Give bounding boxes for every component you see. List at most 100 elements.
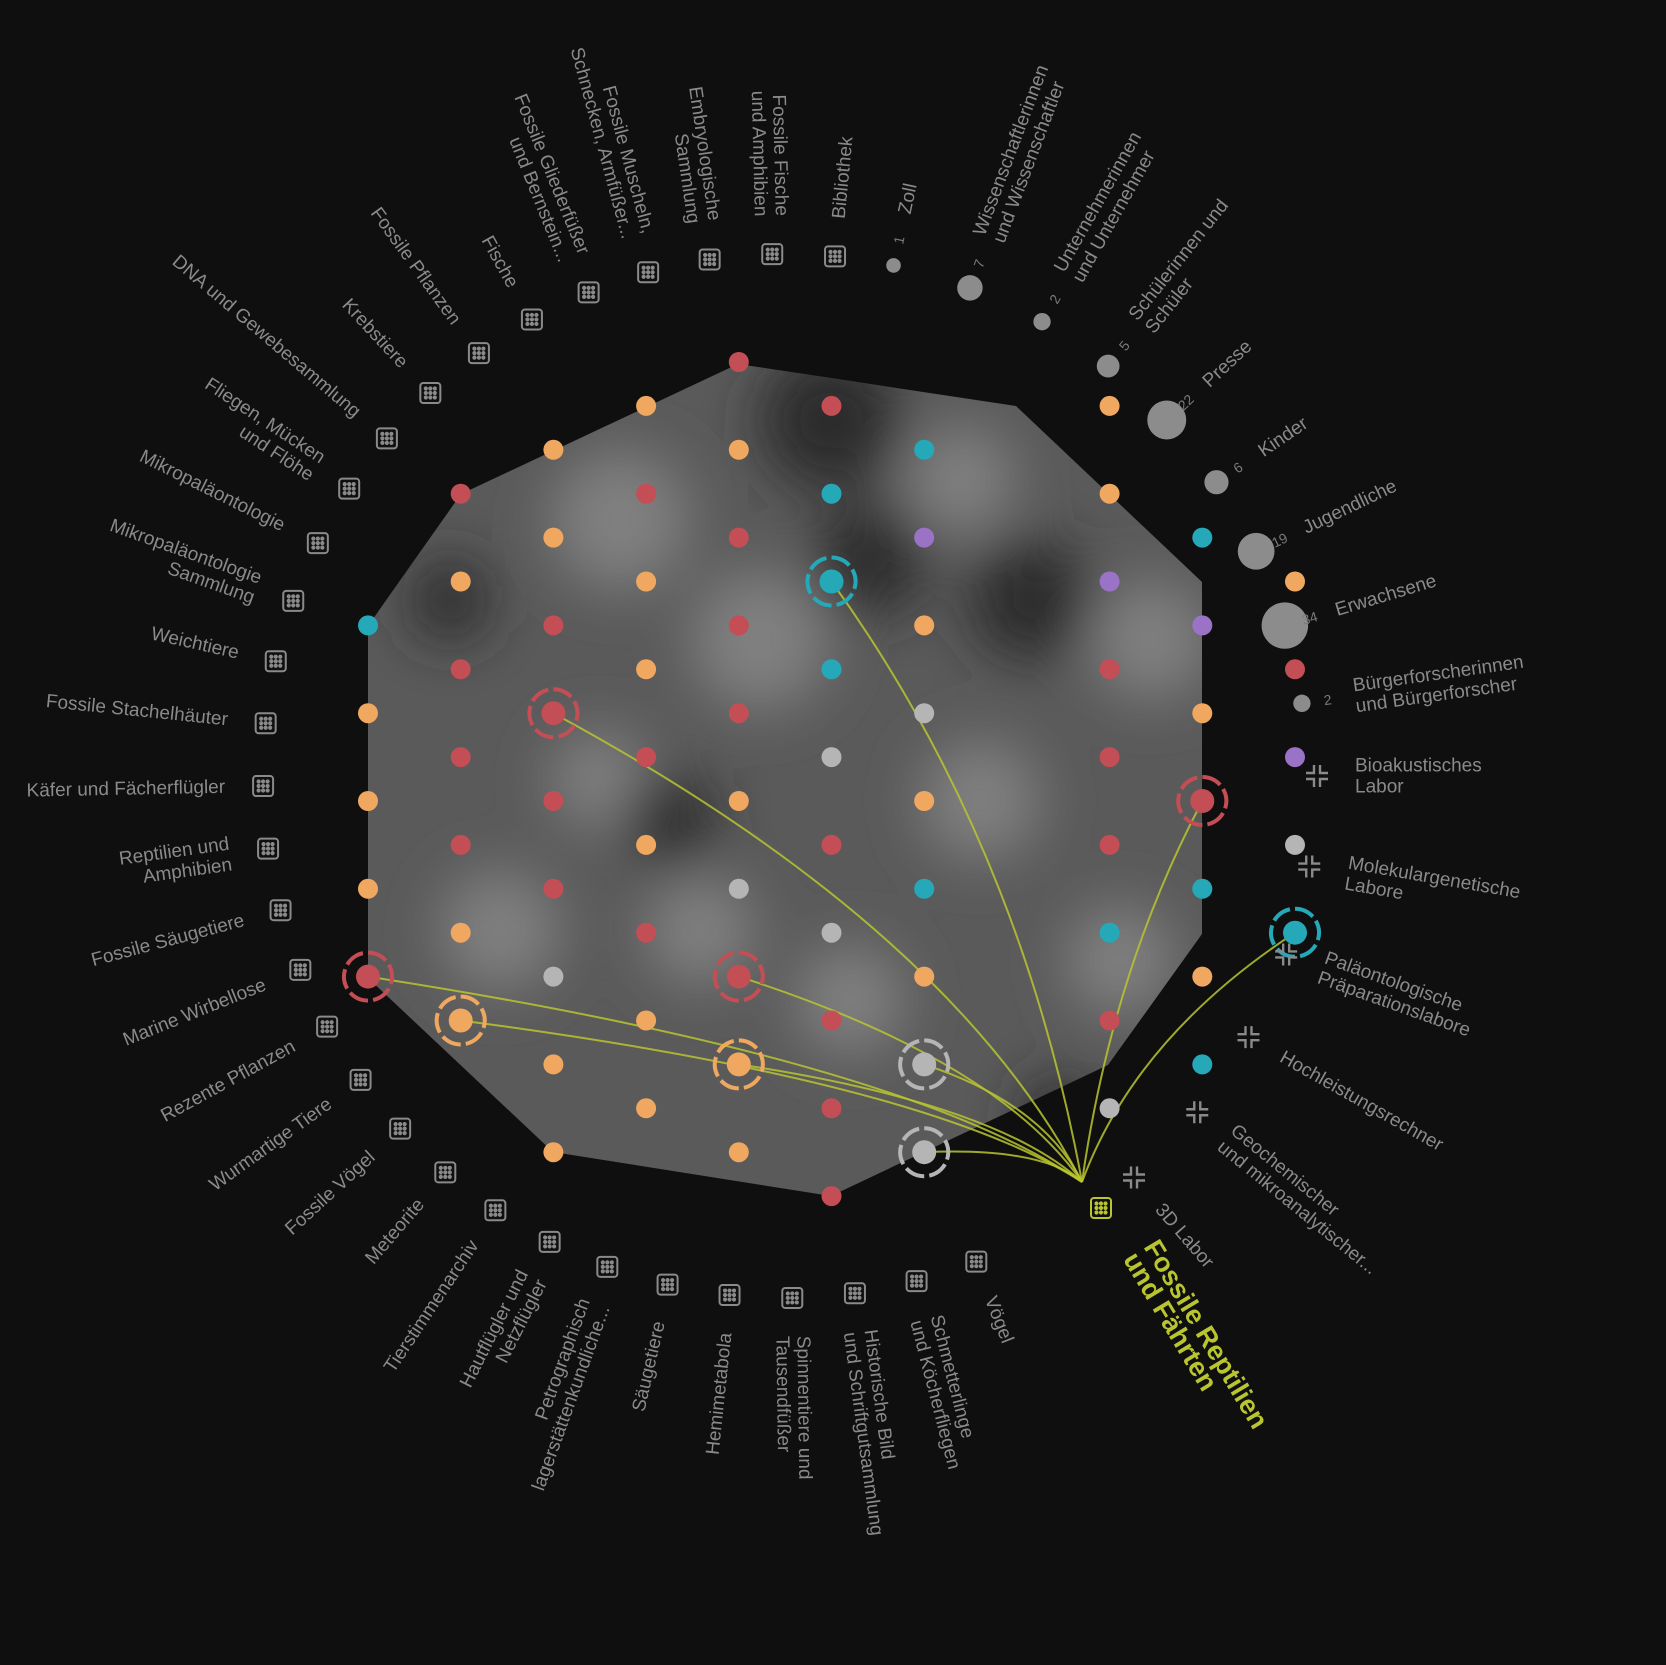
network-node[interactable] [914,703,935,724]
network-node[interactable] [728,352,749,372]
collection-item[interactable]: Säugetiere [629,1273,679,1414]
network-node[interactable] [1192,878,1213,899]
network-node[interactable] [450,659,471,680]
network-node[interactable] [543,878,564,899]
network-node[interactable] [543,615,564,636]
collection-item[interactable]: Bibliothek [824,135,858,268]
audience-item[interactable]: 2 Bürgerforscherinnenund Bürgerforscher [1293,652,1528,718]
network-node[interactable] [1099,1098,1120,1119]
network-node[interactable] [636,1010,657,1031]
collection-item[interactable]: DNA und Gewebesammlung [168,251,398,450]
collection-item[interactable]: Weichtiere [149,623,287,673]
network-node[interactable] [636,395,657,416]
network-node[interactable] [1285,659,1305,680]
network-node[interactable] [636,747,657,768]
network-node[interactable] [1099,922,1120,943]
network-node[interactable] [1099,395,1120,416]
network-node[interactable] [914,878,935,899]
network-node[interactable] [1099,747,1120,768]
network-node[interactable] [543,439,564,460]
network-node[interactable] [450,571,471,592]
network-node[interactable] [914,439,935,460]
network-node[interactable] [821,1186,842,1207]
collection-item[interactable]: Käfer und Fächerflügler [26,775,275,802]
lab-item[interactable]: PaläontologischePräparationslabore [1273,942,1480,1041]
network-node[interactable] [821,395,842,416]
collection-item[interactable]: Fossile Säugetiere [89,899,292,971]
network-node[interactable] [1099,571,1120,592]
network-node-selected[interactable] [428,988,494,1054]
lab-item[interactable]: Hochleistungsrechner [1236,1024,1447,1156]
lab-item[interactable]: Geochemischerund mikroanalytischer... [1185,1100,1394,1279]
network-node[interactable] [1099,1010,1120,1031]
collection-item[interactable]: Historische Bildund Schriftgutsammlung [839,1282,908,1537]
network-node[interactable] [1192,703,1213,724]
network-node[interactable] [358,878,378,899]
network-node[interactable] [543,966,564,987]
network-node[interactable] [1285,571,1305,592]
network-node[interactable] [728,791,749,811]
network-node[interactable] [1192,966,1213,987]
lab-item[interactable]: Bioakustisches Labor [1304,756,1482,798]
network-node[interactable] [1099,659,1120,680]
network-node[interactable] [914,527,935,548]
collection-item[interactable]: Fische [477,232,543,331]
network-node[interactable] [728,1142,749,1163]
collection-item[interactable]: Schmetterlingeund Köcherfliegen [905,1270,984,1472]
network-node-selected[interactable] [335,944,401,1010]
collection-item[interactable]: Spinnentiere undTausendfüßer [771,1286,815,1480]
network-node[interactable] [1099,834,1120,855]
network-node-selected[interactable] [891,1119,957,1185]
network-node[interactable] [450,922,471,943]
collection-item[interactable]: Reptilien undAmphibien [118,834,280,891]
network-node[interactable] [728,527,749,548]
network-node[interactable] [543,1054,564,1075]
network-node[interactable] [821,1010,842,1031]
network-node[interactable] [821,834,842,855]
network-node-selected[interactable] [891,1032,957,1098]
collection-item[interactable]: Marine Wirbellose [120,958,312,1051]
network-node[interactable] [450,747,471,768]
network-node[interactable] [636,483,657,504]
lab-item[interactable]: MolekulargenetischeLabore [1297,853,1522,924]
network-node[interactable] [821,1098,842,1119]
network-node[interactable] [636,1098,657,1119]
network-node[interactable] [1192,1054,1213,1075]
network-node[interactable] [636,834,657,855]
network-node[interactable] [728,703,749,724]
network-node[interactable] [914,966,935,987]
network-node[interactable] [914,615,935,636]
network-node[interactable] [1285,834,1305,855]
network-node-selected[interactable] [1170,768,1236,834]
network-node-selected[interactable] [706,1032,772,1098]
network-node[interactable] [450,834,471,855]
network-node[interactable] [1192,527,1213,548]
network-node[interactable] [821,747,842,768]
network-node[interactable] [728,615,749,636]
network-node-selected[interactable] [521,680,587,746]
collection-item[interactable]: Fossile Fischeund Amphibien [747,90,792,266]
audience-item[interactable]: 1 Zoll [886,182,922,273]
collection-item[interactable]: Meteorite [361,1161,457,1268]
network-node-selected[interactable] [706,944,772,1010]
network-node[interactable] [821,483,842,504]
collection-item[interactable]: Vögel [965,1250,1017,1347]
network-node-selected[interactable] [799,549,865,615]
network-node[interactable] [728,878,749,899]
network-node[interactable] [821,922,842,943]
network-node[interactable] [1285,747,1305,768]
network-node[interactable] [358,791,378,811]
network-node[interactable] [543,527,564,548]
network-node[interactable] [636,571,657,592]
network-node[interactable] [636,922,657,943]
audience-item[interactable]: 6 Kinder [1204,413,1312,495]
network-node[interactable] [358,703,378,724]
audience-item[interactable]: 19 Jugendliche [1237,476,1400,570]
network-node[interactable] [358,615,378,636]
collection-item[interactable]: Krebstiere [338,295,442,404]
network-node[interactable] [543,791,564,811]
collection-item[interactable]: EmbryologischeSammlung [663,85,724,271]
network-node[interactable] [1099,483,1120,504]
network-node[interactable] [543,1142,564,1163]
